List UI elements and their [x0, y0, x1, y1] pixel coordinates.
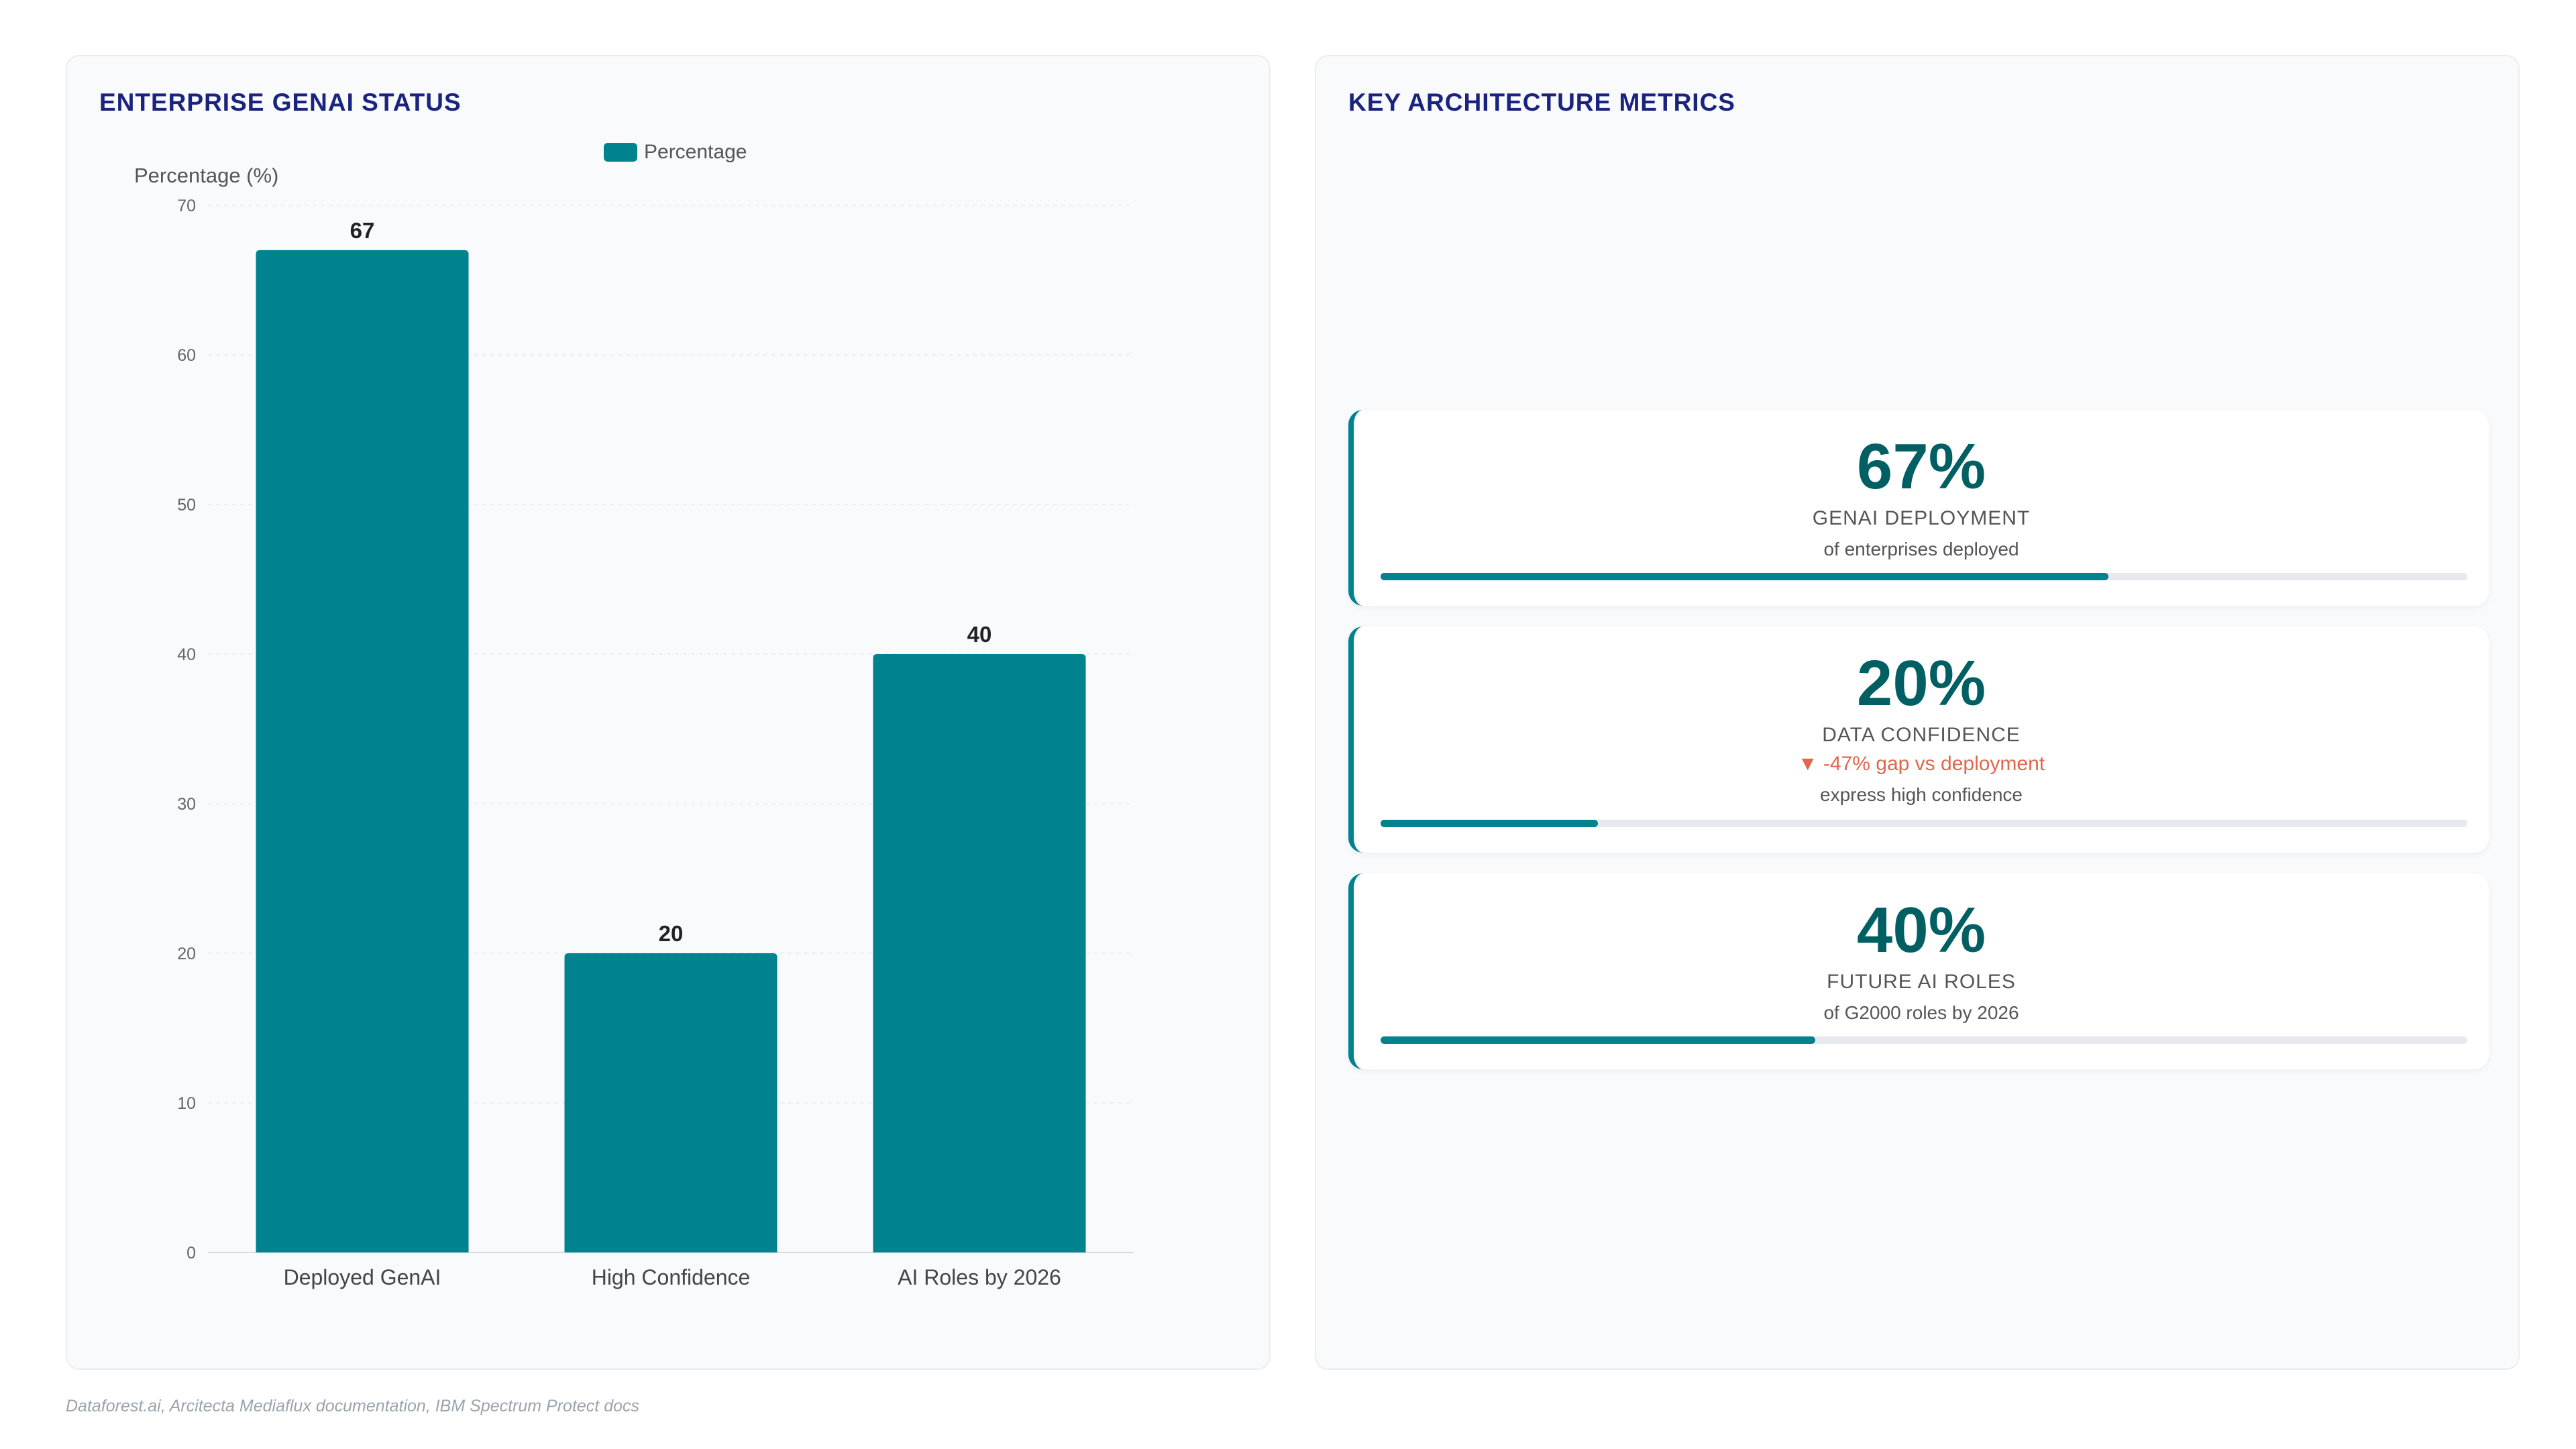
progress-fill [1381, 820, 1598, 827]
x-tick-label: High Confidence [592, 1265, 751, 1289]
progress-bar [1381, 573, 2467, 580]
progress-bar [1381, 1036, 2467, 1044]
legend-label: Percentage [644, 141, 747, 163]
y-tick-label: 20 [177, 945, 196, 963]
x-tick-label: AI Roles by 2026 [898, 1265, 1061, 1289]
bar [256, 250, 469, 1252]
y-tick-label: 70 [177, 197, 196, 215]
metric-sub: of enterprises deployed [1823, 539, 2019, 559]
source-note: Dataforest.ai, Arcitecta Mediaflux docum… [66, 1397, 640, 1415]
chart-panel-title: ENTERPRISE GENAI STATUS [99, 89, 462, 116]
legend-swatch [604, 143, 637, 162]
metric-card-future-ai-roles: 40% FUTURE AI ROLES of G2000 roles by 20… [1348, 873, 2489, 1069]
metric-sub: express high confidence [1820, 784, 2023, 805]
bar [873, 654, 1086, 1252]
y-tick-label: 40 [177, 645, 196, 664]
progress-bar [1381, 820, 2467, 827]
metric-value: 20% [1856, 647, 1986, 719]
y-tick-label: 0 [186, 1244, 196, 1263]
y-axis-label: Percentage (%) [134, 164, 278, 187]
metric-value: 40% [1856, 894, 1986, 966]
y-tick-label: 60 [177, 346, 196, 365]
y-tick-label: 30 [177, 795, 196, 814]
y-tick-label: 10 [177, 1094, 196, 1113]
bar-chart: 0 10 20 30 40 50 60 70 Percentage (%) 67 Deployed … [134, 164, 1134, 1289]
data-label: 40 [967, 622, 992, 647]
metric-value: 67% [1856, 431, 1986, 502]
metric-label: GENAI DEPLOYMENT [1812, 507, 2031, 529]
metric-card-data-confidence: 20% DATA CONFIDENCE ▼ -47% gap vs deploy… [1348, 627, 2489, 853]
progress-fill [1381, 1036, 1815, 1044]
metric-label: DATA CONFIDENCE [1822, 724, 2021, 746]
metric-card-genai-deployment: 67% GENAI DEPLOYMENT of enterprises depl… [1348, 410, 2489, 606]
chart-legend[interactable]: Percentage [604, 141, 747, 164]
metric-delta: ▼ -47% gap vs deployment [1797, 753, 2045, 775]
metric-sub: of G2000 roles by 2026 [1823, 1002, 2019, 1023]
x-tick-label: Deployed GenAI [284, 1265, 441, 1289]
y-tick-label: 50 [177, 496, 196, 515]
metrics-panel-title: KEY ARCHITECTURE METRICS [1348, 89, 1735, 116]
metric-label: FUTURE AI ROLES [1827, 971, 2016, 993]
data-label: 67 [350, 218, 375, 243]
progress-fill [1381, 573, 2109, 580]
bar [564, 953, 777, 1252]
data-label: 20 [659, 921, 684, 946]
chart-panel: ENTERPRISE GENAI STATUS Percentage 0 10 20… [66, 55, 1271, 1370]
metrics-panel: KEY ARCHITECTURE METRICS 67% GENAI DEPLO… [1315, 55, 2520, 1370]
